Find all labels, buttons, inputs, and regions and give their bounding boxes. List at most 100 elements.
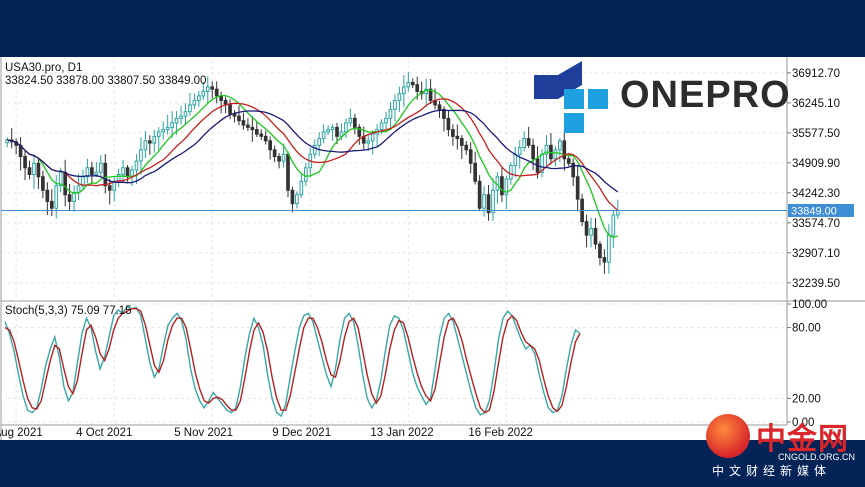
candle-body — [205, 86, 210, 92]
candle-body — [281, 153, 286, 162]
candle-body — [134, 160, 139, 171]
candle-body — [98, 162, 103, 173]
cngold-watermark: 中金网 CNGOLD.ORG.CN 中文财经新媒体 — [706, 414, 856, 484]
candle-body — [49, 200, 54, 209]
candle-body — [459, 138, 464, 146]
candle-body — [107, 185, 112, 191]
candle-body — [32, 162, 36, 176]
symbol-label: USA30.pro, D1 — [5, 62, 82, 74]
candle-body — [54, 185, 59, 209]
candle-body — [148, 140, 152, 144]
stoch-main-line — [4, 305, 581, 418]
candle-body — [553, 149, 558, 160]
candle-body — [214, 88, 219, 97]
candle-body — [321, 131, 326, 140]
ma-fast-line — [7, 89, 618, 239]
onepro-logo-text: ONEPRO — [620, 74, 791, 116]
candle-body — [121, 167, 125, 176]
candle-body — [415, 84, 420, 92]
time-tick-label: 13 Jan 2022 — [370, 427, 433, 439]
ma-slow-line — [7, 109, 619, 193]
price-tick-label: 36912.70 — [792, 68, 840, 80]
candle-body — [326, 129, 330, 133]
candle-body — [575, 176, 580, 200]
stoch-label: Stoch(5,3,3) 75.09 77.15 — [5, 305, 132, 317]
candle-body — [219, 95, 223, 101]
candle-body — [277, 156, 281, 162]
candle-body — [201, 90, 206, 97]
candle-body — [254, 129, 259, 135]
candle-body — [344, 122, 348, 133]
cngold-domain: CNGOLD.ORG.CN — [778, 452, 856, 462]
candle-body — [45, 189, 50, 202]
candle-body — [263, 135, 268, 142]
candle-body — [526, 138, 531, 146]
candle-body — [584, 221, 589, 236]
candle-body — [602, 257, 607, 263]
candle-body — [72, 191, 76, 202]
candle-body — [468, 149, 473, 164]
candle-body — [27, 167, 32, 176]
cngold-tagline: 中文财经新媒体 — [712, 464, 832, 478]
candle-body — [63, 171, 68, 196]
candle-body — [58, 171, 63, 187]
candle-body — [410, 81, 415, 86]
candle-body — [67, 194, 72, 202]
candle-body — [522, 138, 527, 149]
grid-lines — [1, 60, 787, 425]
time-tick-label: 5 Nov 2021 — [174, 427, 233, 439]
chart-panel — [0, 57, 865, 440]
candle-body — [41, 176, 45, 191]
price-tick-label: 36245.10 — [792, 98, 840, 110]
time-tick-label: 4 Oct 2021 — [76, 427, 132, 439]
candle-body — [517, 147, 522, 155]
candle-body — [486, 194, 491, 214]
candle-body — [477, 180, 482, 209]
candle-body — [317, 138, 322, 146]
candle-body — [143, 140, 148, 151]
candle-body — [228, 104, 232, 115]
candle-body — [312, 144, 317, 155]
candle-body — [23, 156, 27, 169]
candle-body — [366, 140, 371, 144]
candle-body — [295, 194, 299, 205]
current-price-value: 33849.00 — [791, 205, 837, 217]
candle-body — [544, 144, 549, 155]
candle-body — [504, 178, 509, 196]
candle-body — [482, 194, 486, 209]
candle-body — [165, 126, 170, 131]
candle-body — [303, 167, 308, 182]
candle-body — [174, 117, 179, 124]
candle-body — [241, 120, 246, 126]
candle-body — [500, 176, 504, 196]
candle-body — [437, 104, 442, 110]
candle-body — [286, 153, 290, 191]
price-tick-label: 33574.70 — [792, 218, 840, 230]
stoch-tick-label: 80.00 — [792, 323, 821, 335]
candle-body — [237, 115, 241, 122]
candle-body — [139, 149, 143, 162]
candle-body — [290, 189, 295, 205]
candle-body — [259, 133, 264, 137]
candle-body — [562, 140, 567, 160]
onepro-mark-icon — [534, 61, 608, 133]
candle-body — [152, 135, 157, 144]
cngold-name: 中金网 — [756, 422, 849, 457]
candle-body — [491, 189, 495, 214]
candle-body — [335, 126, 339, 137]
candle-body — [455, 135, 460, 140]
stoch-signal-line — [4, 308, 581, 414]
candles — [5, 71, 620, 274]
candle-body — [379, 122, 384, 131]
price-tick-label: 32907.10 — [792, 248, 840, 260]
candle-body — [357, 126, 362, 137]
candle-body — [571, 162, 576, 178]
candle-body — [161, 129, 166, 133]
stoch-tick-label: 0.00 — [792, 417, 814, 429]
candle-body — [183, 111, 188, 117]
cngold-emblem-icon — [706, 414, 750, 458]
candle-body — [397, 93, 402, 101]
ohlc-label: 33824.50 33878.00 33807.50 33849.00 — [5, 75, 206, 87]
stoch-tick-label: 100.00 — [792, 299, 827, 311]
candle-body — [393, 99, 397, 110]
